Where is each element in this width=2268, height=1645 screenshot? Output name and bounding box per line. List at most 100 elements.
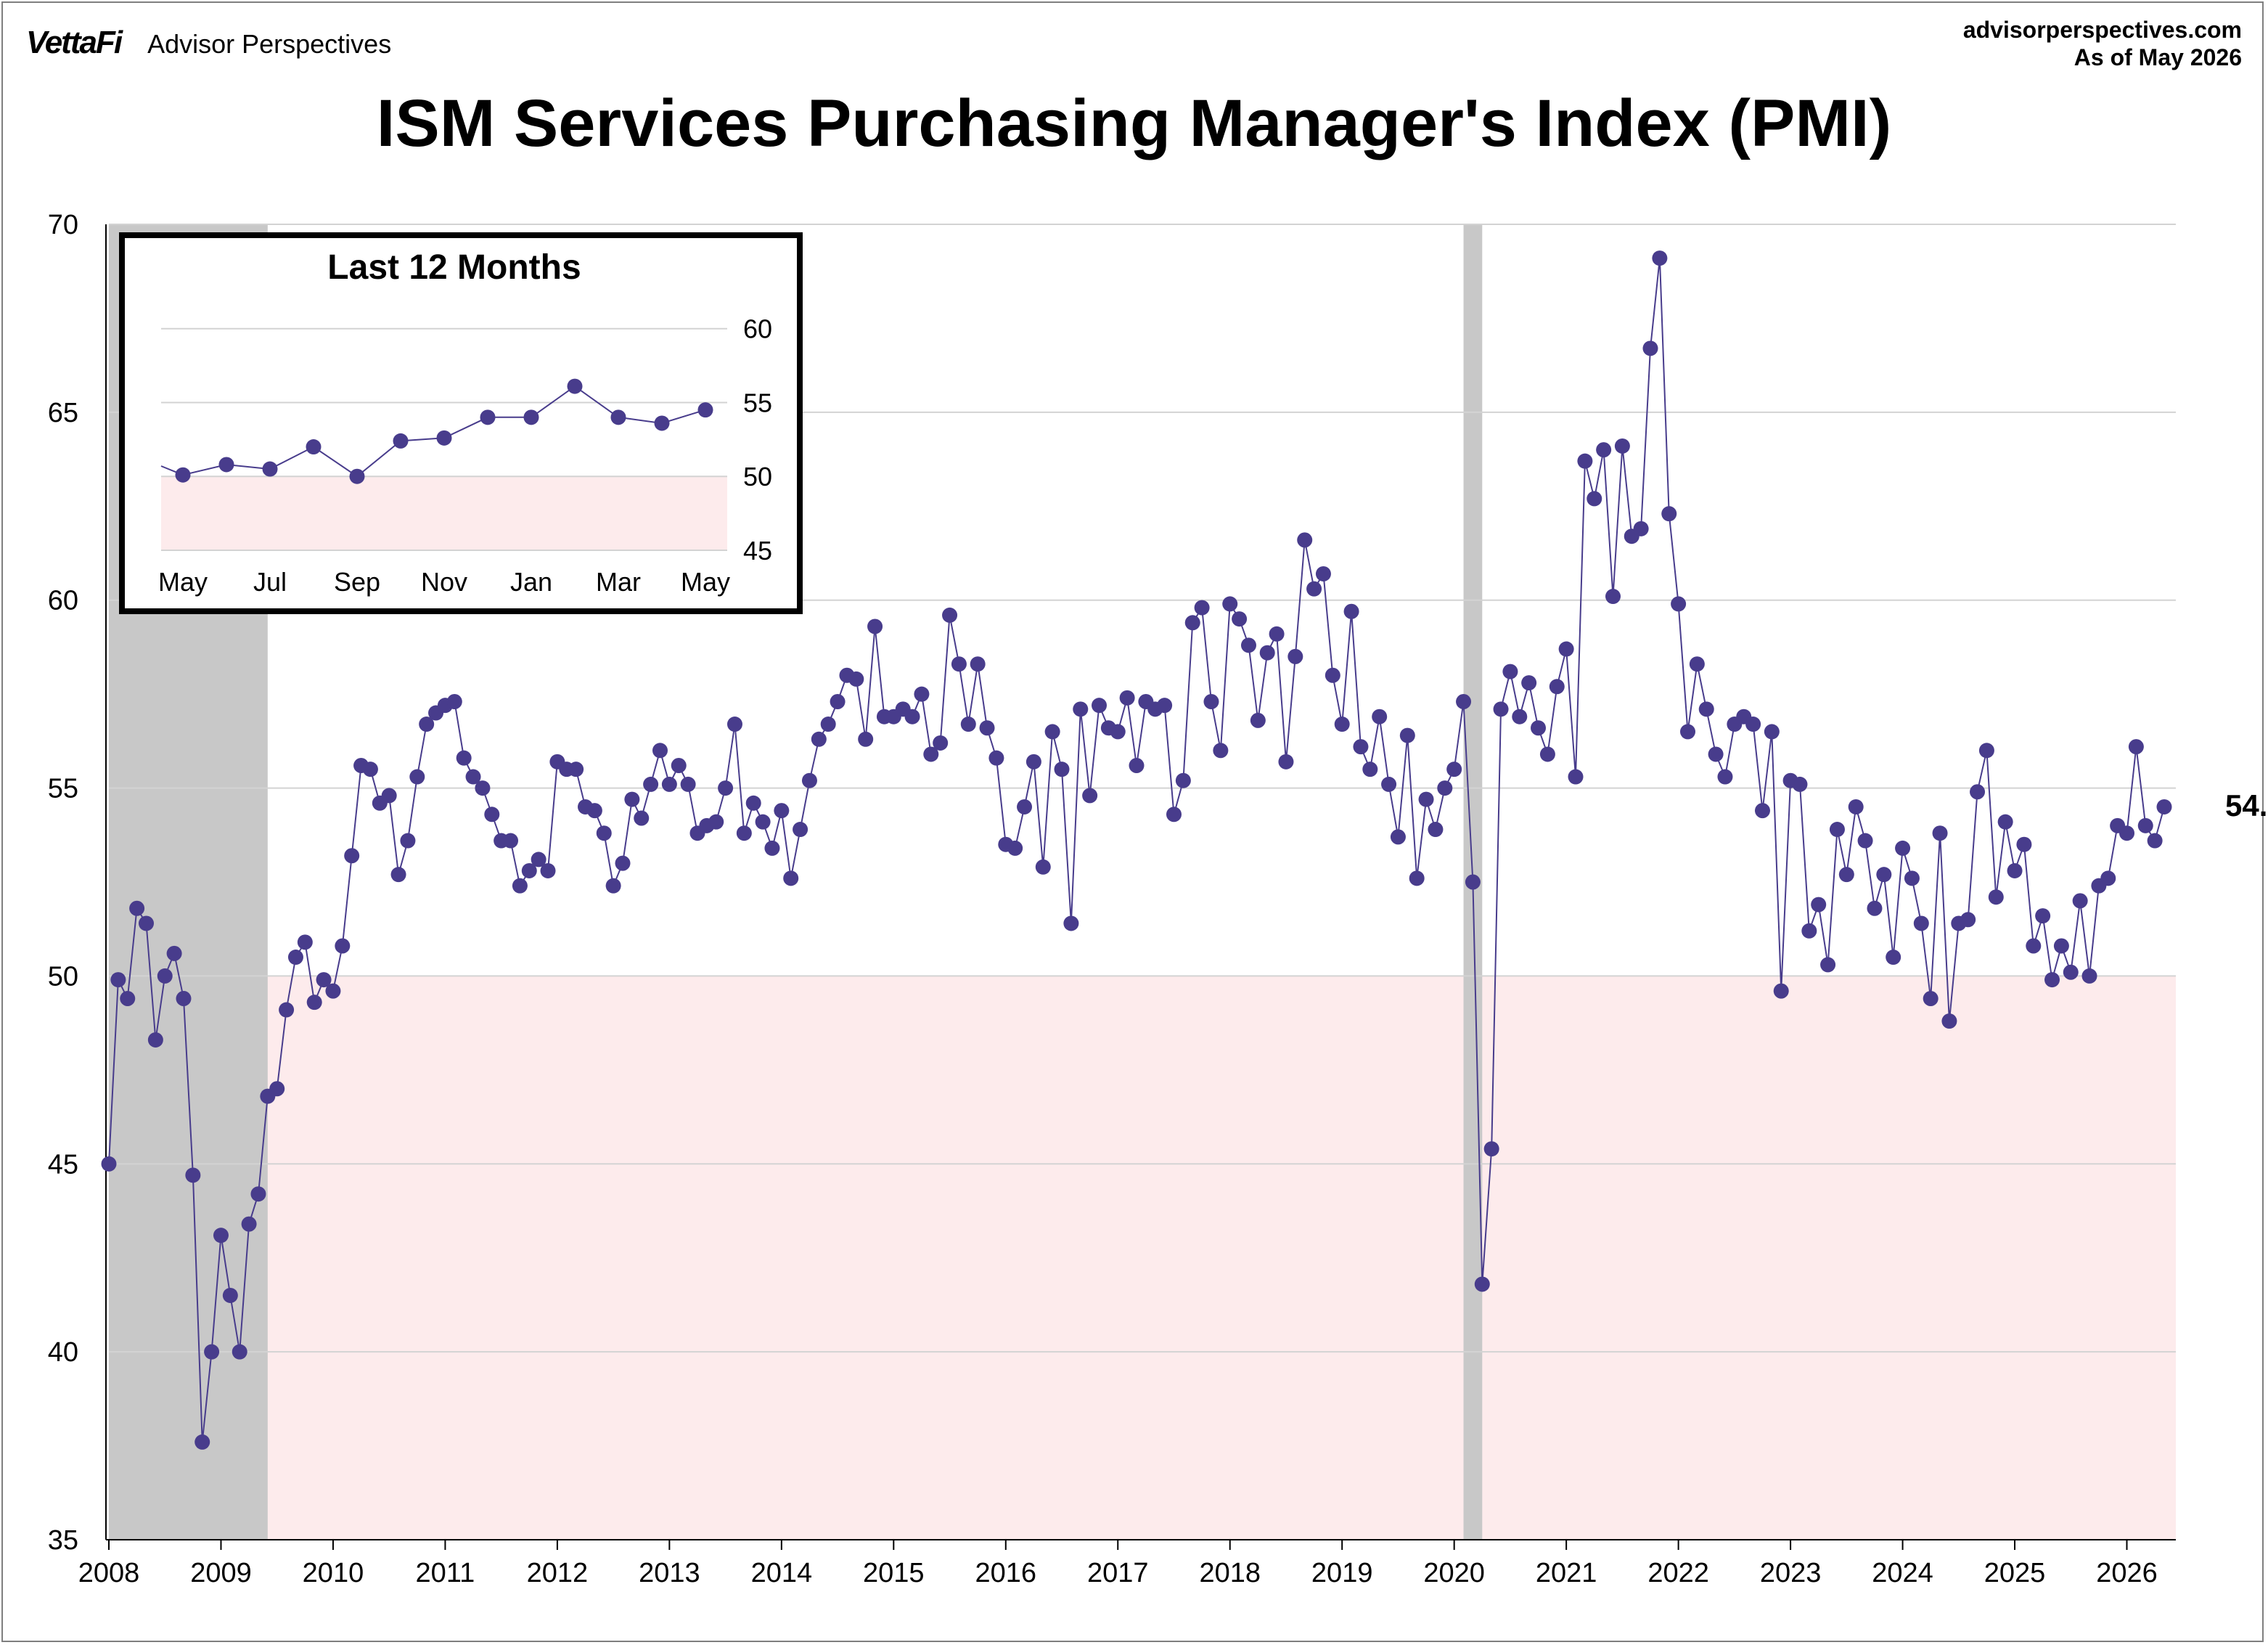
- data-point: [1932, 825, 1948, 841]
- data-point: [1895, 840, 1911, 856]
- x-tick-label: 2023: [1760, 1558, 1822, 1588]
- data-point: [1194, 600, 1210, 616]
- data-point: [1558, 641, 1574, 657]
- data-point: [586, 803, 602, 819]
- data-point: [2128, 739, 2144, 755]
- data-point: [503, 833, 519, 849]
- data-point: [858, 731, 874, 747]
- data-point: [708, 814, 724, 830]
- main-series: [101, 250, 2172, 1450]
- data-point: [1203, 693, 1219, 709]
- data-point: [1269, 626, 1285, 642]
- data-point: [1811, 897, 1827, 913]
- inset-data-point: [218, 457, 234, 473]
- data-point: [1250, 712, 1266, 728]
- data-point: [1054, 762, 1070, 777]
- data-point: [419, 717, 435, 732]
- data-point: [1166, 807, 1182, 822]
- data-point: [521, 862, 537, 878]
- data-point: [1773, 983, 1789, 999]
- data-point: [568, 762, 584, 777]
- data-point: [1568, 769, 1584, 785]
- data-point: [1025, 754, 1041, 770]
- data-point: [1876, 867, 1892, 883]
- data-point: [1063, 915, 1079, 931]
- inset-y-tick-label: 55: [743, 388, 772, 417]
- data-point: [120, 990, 136, 1006]
- inset-x-tick-label: May: [158, 567, 208, 597]
- inset-data-point: [654, 415, 670, 431]
- data-point: [774, 803, 790, 819]
- source-block: advisorperspectives.com As of May 2026: [1963, 16, 2242, 71]
- data-point: [2007, 862, 2023, 878]
- data-point: [643, 776, 659, 792]
- data-point: [409, 769, 425, 785]
- data-point: [820, 717, 836, 732]
- data-point: [1483, 1141, 1499, 1157]
- data-point: [1642, 340, 1658, 356]
- data-point: [1306, 581, 1322, 597]
- inset-x-tick-label: Mar: [596, 567, 641, 597]
- data-point: [718, 780, 734, 796]
- x-tick-label: 2018: [1199, 1558, 1261, 1588]
- data-point: [1652, 250, 1668, 266]
- inset-x-tick-label: Jan: [510, 567, 552, 597]
- data-point: [2156, 799, 2172, 815]
- data-point: [1213, 743, 1229, 759]
- data-point: [661, 776, 677, 792]
- data-point: [1240, 637, 1256, 653]
- data-point: [1997, 814, 2013, 830]
- data-point: [232, 1344, 247, 1360]
- data-point: [1923, 990, 1939, 1006]
- data-point: [1446, 762, 1462, 777]
- data-point: [1717, 769, 1733, 785]
- data-point: [1343, 603, 1359, 619]
- data-point: [1184, 615, 1200, 631]
- data-point: [1978, 743, 1994, 759]
- data-point: [1325, 667, 1340, 683]
- data-point: [241, 1216, 257, 1232]
- data-point: [596, 825, 612, 841]
- data-point: [222, 1287, 238, 1303]
- inset-data-point: [480, 409, 496, 425]
- data-point: [1745, 717, 1761, 732]
- data-point: [1764, 724, 1780, 740]
- data-point: [531, 852, 546, 868]
- data-point: [793, 822, 808, 838]
- contraction-zone: [109, 976, 2176, 1540]
- x-tick-label: 2011: [416, 1558, 475, 1588]
- data-point: [904, 709, 920, 724]
- data-point: [1960, 912, 1976, 928]
- data-point: [914, 686, 930, 702]
- data-point: [1904, 870, 1920, 886]
- data-point: [110, 972, 126, 988]
- x-tick-label: 2019: [1311, 1558, 1373, 1588]
- data-point: [1679, 724, 1695, 740]
- data-point: [297, 934, 313, 950]
- data-point: [830, 693, 846, 709]
- x-tick-label: 2024: [1872, 1558, 1933, 1588]
- data-point: [1082, 788, 1098, 804]
- data-point: [213, 1228, 229, 1244]
- x-tick-label: 2010: [303, 1558, 364, 1588]
- data-point: [185, 1167, 201, 1183]
- data-point: [306, 995, 322, 1011]
- inset-title: Last 12 Months: [327, 248, 581, 287]
- data-point: [2119, 825, 2135, 841]
- data-point: [484, 807, 500, 822]
- data-point: [801, 772, 817, 788]
- data-point: [1399, 727, 1415, 743]
- data-point: [1502, 664, 1518, 679]
- data-point: [1633, 521, 1649, 536]
- inset-data-point: [697, 402, 713, 418]
- data-point: [2063, 964, 2079, 980]
- data-point: [736, 825, 752, 841]
- data-point: [381, 788, 397, 804]
- x-tick-label: 2015: [863, 1558, 925, 1588]
- data-point: [1792, 776, 1808, 792]
- y-tick-label: 40: [48, 1337, 78, 1368]
- data-point: [147, 1032, 163, 1048]
- data-point: [157, 968, 173, 984]
- inset-x-tick-label: Jul: [253, 567, 287, 597]
